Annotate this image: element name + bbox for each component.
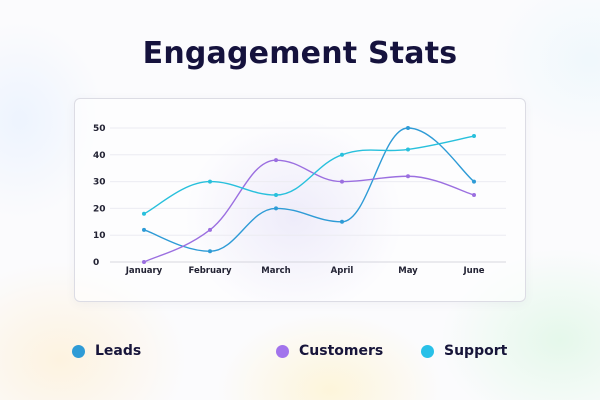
y-tick-label-40: 40 [93, 151, 106, 161]
legend-item-support[interactable]: Support [421, 343, 507, 359]
data-point-leads-february [208, 249, 212, 254]
data-point-customers-january [142, 260, 146, 264]
y-tick-label-20: 20 [93, 204, 106, 214]
x-tick-label-may: May [398, 266, 418, 276]
chart-card [74, 98, 526, 302]
data-point-leads-may [406, 126, 410, 130]
data-point-support-may [406, 147, 410, 152]
y-tick-label-0: 0 [93, 258, 99, 268]
data-point-leads-june [472, 179, 476, 184]
data-point-leads-march [274, 206, 278, 211]
data-point-customers-may [406, 174, 410, 179]
legend: Leads Customers Support [0, 343, 600, 363]
x-tick-label-march: March [261, 266, 290, 276]
data-point-leads-january [142, 227, 146, 232]
y-tick-label-10: 10 [93, 231, 106, 241]
series-line-support [143, 135, 475, 215]
x-tick-label-april: April [331, 266, 354, 276]
legend-swatch-customers [276, 344, 289, 358]
series-line-customers [143, 159, 475, 263]
x-tick-label-february: February [188, 266, 231, 276]
legend-swatch-support [421, 344, 434, 358]
legend-item-leads[interactable]: Leads [72, 343, 141, 359]
legend-label-support: Support [444, 343, 508, 359]
data-point-support-april [340, 152, 344, 157]
data-point-support-march [274, 193, 278, 197]
legend-label-leads: Leads [95, 343, 142, 359]
data-point-customers-june [472, 193, 476, 197]
chart-title: Engagement Stats [142, 36, 458, 71]
y-tick-label-30: 30 [93, 178, 106, 188]
data-point-customers-march [274, 158, 278, 163]
data-point-support-january [142, 211, 146, 216]
y-tick-label-50: 50 [93, 124, 106, 134]
legend-item-customers[interactable]: Customers [276, 343, 383, 359]
data-point-support-june [472, 134, 476, 139]
legend-swatch-leads [72, 344, 85, 358]
legend-label-customers: Customers [299, 343, 384, 359]
x-tick-label-january: January [125, 266, 163, 276]
data-point-customers-february [208, 227, 212, 232]
data-point-leads-april [340, 219, 344, 224]
data-point-support-february [208, 179, 212, 184]
x-tick-label-june: June [462, 266, 484, 276]
data-point-customers-april [340, 179, 344, 184]
